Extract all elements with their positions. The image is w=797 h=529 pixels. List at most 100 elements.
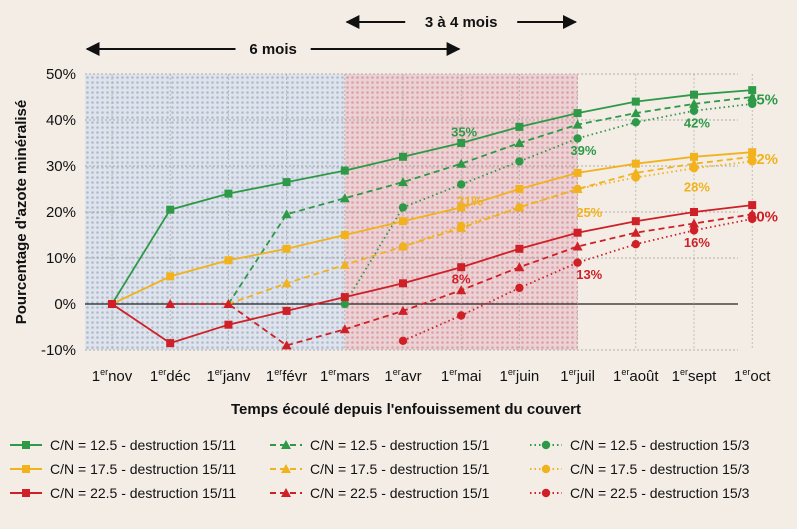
series-point	[281, 464, 291, 473]
y-axis-title: Pourcentage d'azote minéralisé	[13, 100, 30, 324]
series-point	[398, 336, 408, 345]
x-tick-label: 1erjuil	[560, 367, 595, 385]
x-tick-label: 1eroct	[734, 367, 771, 385]
series-line	[111, 204, 753, 345]
series-6	[108, 201, 757, 348]
legend-swatch	[530, 464, 562, 474]
legend-label: C/N = 17.5 - destruction 15/1	[310, 461, 490, 477]
series-point	[689, 164, 699, 173]
series-point	[514, 138, 525, 147]
series-point	[631, 97, 640, 106]
series-point	[690, 90, 698, 99]
legend-label: C/N = 17.5 - destruction 15/3	[570, 461, 750, 477]
x-tick-label: 1eraoût	[613, 367, 659, 385]
legend-item: C/N = 17.5 - destruction 15/11	[8, 458, 236, 480]
series-point	[631, 159, 640, 168]
series-point	[573, 258, 582, 267]
data-label: 8%	[452, 272, 471, 287]
series-point	[281, 488, 291, 497]
data-label: 13%	[576, 267, 602, 282]
legend-item: C/N = 12.5 - destruction 15/11	[8, 434, 236, 456]
series-point	[748, 214, 757, 224]
series-point	[572, 241, 583, 251]
legend-item: C/N = 22.5 - destruction 15/1	[268, 482, 489, 504]
series-point	[689, 98, 699, 108]
series-point	[631, 173, 640, 182]
series-point	[224, 320, 233, 329]
x-tick-label: 1ermars	[320, 367, 370, 385]
data-label: 25%	[576, 205, 602, 220]
data-label: 39%	[570, 143, 596, 158]
series-point	[282, 244, 291, 253]
series-point	[631, 240, 640, 249]
series-point	[573, 134, 582, 143]
data-labels: 35% 39% 42% 21% 25% 28% 8% 13% 16% 45% 32% 20%	[451, 91, 778, 286]
series-point	[515, 157, 524, 166]
period-annotations: 6 mois 3 à 4 mois	[85, 14, 577, 58]
series-point	[457, 180, 466, 189]
data-label: 35%	[451, 125, 477, 140]
legend-item: C/N = 17.5 - destruction 15/3	[528, 458, 749, 480]
x-tick-label: 1ermai	[441, 367, 482, 385]
series-point	[281, 209, 292, 219]
x-tick-label: 1ersept	[672, 367, 718, 385]
legend-item: C/N = 17.5 - destruction 15/1	[268, 458, 489, 480]
series-point	[398, 305, 408, 315]
series-point	[224, 189, 233, 198]
series-point	[399, 152, 407, 161]
series-point	[747, 92, 758, 101]
series-line	[227, 96, 753, 305]
y-tick-label: 40%	[46, 112, 76, 129]
legend-label: C/N = 12.5 - destruction 15/1	[310, 437, 490, 453]
y-tick-label: 30%	[46, 158, 76, 175]
series-point	[340, 166, 349, 175]
series-0	[108, 86, 757, 308]
legend-swatch	[10, 441, 42, 449]
series-point	[573, 109, 582, 118]
chart-legend: C/N = 12.5 - destruction 15/11 C/N = 12.5…	[0, 428, 797, 528]
series-point	[457, 263, 466, 272]
legend-label: C/N = 22.5 - destruction 15/11	[50, 485, 237, 501]
series-point	[339, 193, 350, 203]
x-tick-label: 1eravr	[384, 367, 421, 385]
series-line	[111, 151, 753, 305]
series-point	[541, 488, 551, 498]
series-point	[690, 208, 698, 216]
series-point	[399, 279, 407, 288]
series-line	[111, 89, 753, 305]
y-tick-label: 10%	[46, 250, 76, 267]
series-point	[573, 184, 582, 194]
series-point	[281, 340, 292, 350]
legend-swatch	[270, 488, 302, 497]
end-label: 45%	[748, 91, 778, 108]
series-5	[398, 157, 757, 251]
x-tick-label: 1erdéc	[150, 367, 191, 385]
series-line	[344, 103, 753, 305]
series-point	[514, 262, 525, 272]
legend-swatch	[530, 488, 562, 498]
end-label: 32%	[748, 151, 778, 168]
series-8	[398, 214, 757, 345]
series-point	[689, 106, 699, 116]
data-label: 28%	[684, 180, 710, 195]
series-point	[630, 227, 641, 237]
end-label: 20%	[748, 209, 778, 226]
legend-label: C/N = 22.5 - destruction 15/3	[570, 485, 750, 501]
series-point	[340, 231, 349, 239]
series-point	[690, 152, 698, 161]
series-point	[282, 306, 291, 315]
series-point	[515, 244, 524, 253]
series-point	[515, 122, 524, 131]
series-point	[748, 157, 757, 166]
legend-item: C/N = 12.5 - destruction 15/1	[268, 434, 489, 456]
series-point	[340, 293, 349, 302]
data-label: 16%	[684, 235, 710, 250]
series-point	[456, 158, 467, 168]
y-tick-label: 0%	[54, 296, 76, 313]
series-point	[399, 217, 407, 226]
series-7	[165, 209, 758, 350]
series-point	[541, 440, 551, 450]
series-point	[748, 201, 757, 210]
series-point	[689, 218, 699, 228]
legend-swatch	[10, 489, 42, 497]
